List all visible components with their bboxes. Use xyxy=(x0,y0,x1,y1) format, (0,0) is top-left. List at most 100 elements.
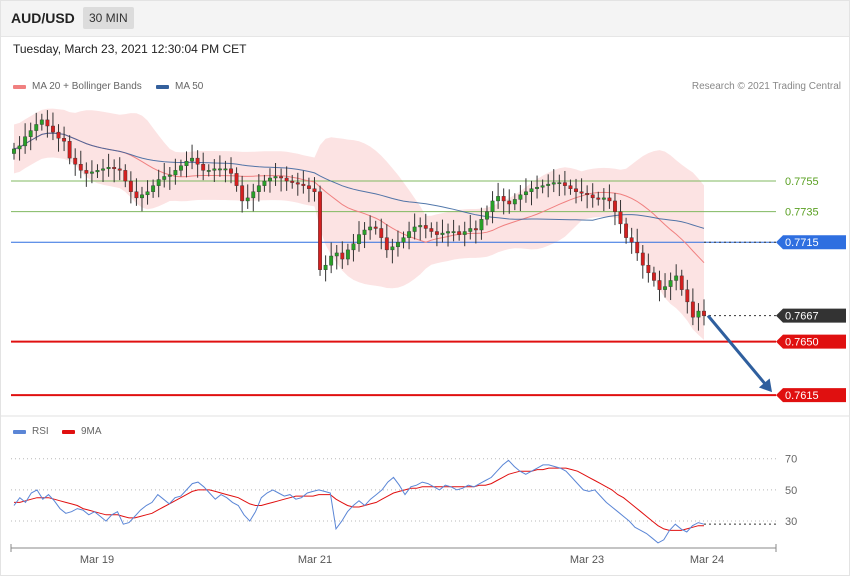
candle xyxy=(479,207,484,240)
candle xyxy=(651,266,656,287)
candle xyxy=(234,167,239,192)
rsi-label: RSI xyxy=(32,426,49,437)
candle-body xyxy=(473,228,478,231)
candle-body xyxy=(318,191,322,270)
candle-body xyxy=(412,226,417,232)
candle-body xyxy=(601,197,606,200)
candle-body xyxy=(434,231,439,235)
candle xyxy=(134,178,139,206)
candle-body xyxy=(624,223,629,238)
rsi-tick-label: 70 xyxy=(785,454,797,466)
candle-body xyxy=(368,226,373,231)
candle xyxy=(696,303,701,331)
candle-body xyxy=(167,174,172,177)
candle xyxy=(423,213,428,239)
candle xyxy=(301,170,306,194)
candle-body xyxy=(590,194,595,199)
candle-body xyxy=(45,119,50,127)
candle xyxy=(95,164,100,178)
candle-body xyxy=(184,160,189,166)
candle-body xyxy=(685,289,690,303)
ma20-swatch xyxy=(13,84,26,89)
candle-body xyxy=(640,252,645,266)
candle-body xyxy=(84,170,89,174)
candle xyxy=(362,222,367,249)
rsi-grid: 30 50 70 xyxy=(11,454,797,528)
candle xyxy=(685,279,690,314)
candle xyxy=(173,158,178,185)
candle-body xyxy=(273,176,278,179)
candle-body xyxy=(295,182,300,185)
candle-body xyxy=(190,157,194,162)
candle xyxy=(28,122,33,151)
candle-body xyxy=(579,191,584,194)
candle xyxy=(229,157,233,184)
candle-body xyxy=(240,185,245,202)
candle xyxy=(67,135,72,165)
rsi-9ma-line xyxy=(14,467,704,531)
candle xyxy=(106,153,111,177)
candle-body xyxy=(195,157,200,165)
candle xyxy=(390,238,395,264)
candle-body xyxy=(262,180,267,186)
candle-body xyxy=(596,197,601,200)
candle-body xyxy=(457,231,462,235)
candle-body xyxy=(23,136,28,147)
candle-body xyxy=(585,193,590,196)
candle-body xyxy=(101,168,105,171)
level-tag xyxy=(776,235,846,250)
candle xyxy=(318,185,322,276)
candle xyxy=(629,227,634,254)
forecast-arrow-head xyxy=(758,378,772,393)
candle xyxy=(357,221,361,252)
candle-body xyxy=(173,170,178,176)
candle-body xyxy=(396,242,400,248)
candle-body xyxy=(696,310,701,318)
candle-body xyxy=(512,199,517,205)
candle xyxy=(128,171,133,204)
candle xyxy=(89,160,94,184)
candle-body xyxy=(629,237,634,243)
candle xyxy=(340,241,345,269)
candle-body xyxy=(39,119,44,125)
candle xyxy=(407,221,412,250)
candle xyxy=(39,113,44,131)
candle-body xyxy=(518,194,523,200)
candle xyxy=(140,186,144,212)
legend-ma20: MA 20 + Bollinger Bands xyxy=(13,81,142,92)
candle xyxy=(201,152,206,181)
candle-body xyxy=(357,234,361,244)
candle-body xyxy=(401,237,406,243)
candle xyxy=(457,225,462,241)
timeframe-badge[interactable]: 30 MIN xyxy=(83,7,134,29)
ma50-swatch xyxy=(156,84,169,89)
candle-body xyxy=(351,243,356,251)
candle-body xyxy=(323,264,328,270)
candle-body xyxy=(535,186,539,189)
candle xyxy=(101,159,105,182)
candle-body xyxy=(496,196,501,202)
timestamp: Tuesday, March 23, 2021 12:30:04 PM CET xyxy=(13,42,247,56)
candle xyxy=(540,179,545,194)
candle xyxy=(412,213,417,240)
candle xyxy=(279,168,284,192)
candle-body xyxy=(423,225,428,229)
candle xyxy=(401,231,406,249)
candle xyxy=(295,172,300,196)
candle xyxy=(702,299,706,326)
candle xyxy=(657,270,662,302)
candle-body xyxy=(446,231,450,234)
candle xyxy=(535,175,539,199)
candle-body xyxy=(217,168,222,171)
candle xyxy=(462,221,467,247)
candle-body xyxy=(562,182,567,186)
candle-body xyxy=(674,275,679,281)
candle-body xyxy=(668,280,673,287)
candle-body xyxy=(62,138,67,142)
candle-body xyxy=(145,191,150,196)
legend-ma50: MA 50 xyxy=(156,81,203,92)
candle xyxy=(451,219,456,242)
candle xyxy=(34,112,39,141)
level-tag xyxy=(776,388,846,403)
